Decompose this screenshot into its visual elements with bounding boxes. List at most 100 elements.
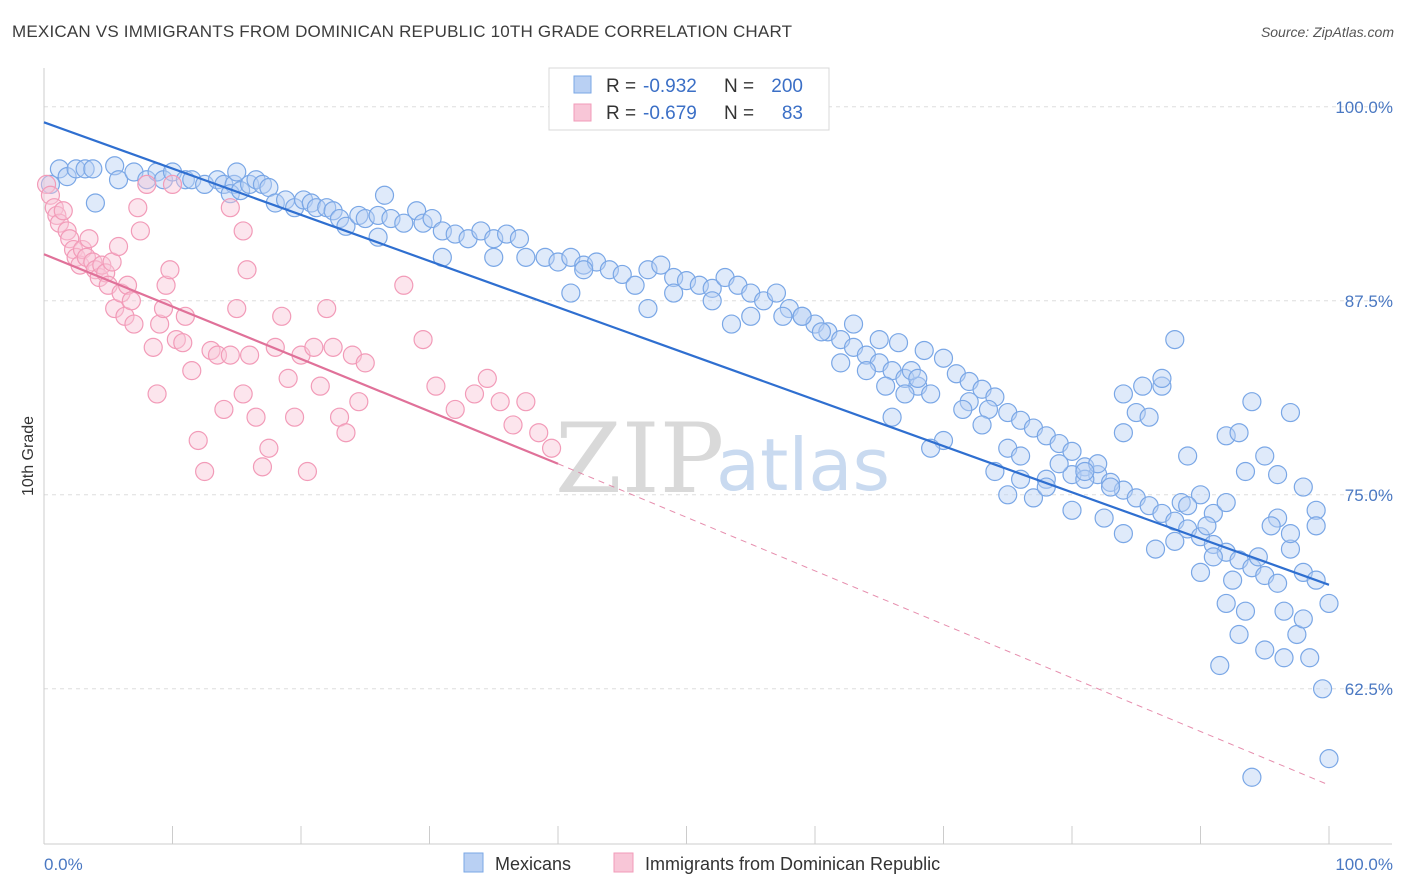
mexicans-point-102	[914, 340, 934, 361]
dominican-point-42	[188, 430, 208, 451]
mexicans-point-146	[1190, 485, 1211, 505]
dominican-point-4	[49, 213, 70, 233]
mexicans-point-170	[1216, 593, 1236, 614]
mexicans-point-181	[998, 485, 1018, 505]
mexicans-point-61	[484, 247, 504, 267]
y-tick-label-1: 87.5%	[1345, 292, 1393, 311]
dominican-point-80	[220, 198, 240, 218]
mexicans-point-144	[1165, 330, 1185, 350]
series-mexicans-points	[40, 156, 1339, 787]
legend-n-value-0: 200	[771, 76, 803, 97]
mexicans-point-195	[1216, 492, 1236, 513]
mexicans-point-143	[1152, 376, 1172, 396]
dominican-point-0	[36, 174, 57, 194]
mexicans-point-169	[1319, 749, 1339, 769]
stats-legend: R = -0.932 N = 200 R = -0.679 N = 83	[548, 67, 830, 131]
dominican-point-43	[195, 461, 215, 482]
mexicans-point-140	[1113, 423, 1134, 443]
mexicans-point-134	[1023, 488, 1044, 508]
mexicans-point-163	[1235, 601, 1256, 621]
x-tick-label-max: 100.0%	[1335, 855, 1393, 874]
mexicans-point-4	[75, 159, 95, 179]
mexicans-point-10	[137, 170, 157, 190]
mexicans-point-150	[1242, 392, 1262, 412]
mexicans-point-167	[1300, 648, 1320, 668]
mexicans-point-40	[374, 185, 395, 205]
mexicans-point-47	[445, 224, 465, 244]
mexicans-trend-line	[43, 121, 1330, 586]
mexicans-point-70	[676, 271, 697, 291]
legend-swatch-dominican	[573, 103, 592, 122]
dominican-point-55	[272, 306, 292, 326]
mexicans-point-113	[1062, 441, 1082, 461]
series-legend: Mexicans Immigrants from Dominican Repub…	[463, 852, 940, 874]
mexicans-point-67	[638, 260, 658, 280]
mexicans-point-182	[1010, 446, 1031, 466]
dominican-point-33	[150, 314, 170, 334]
mexicans-point-141	[1126, 402, 1146, 423]
mexicans-point-153	[1280, 402, 1301, 423]
dominican-point-52	[252, 457, 273, 477]
mexicans-point-45	[422, 208, 442, 229]
dominican-point-48	[227, 298, 247, 319]
dominican-point-67	[349, 392, 369, 412]
y-tick-label-0: 100.0%	[1335, 98, 1393, 117]
mexicans-point-98	[843, 314, 864, 334]
dominican-point-49	[233, 384, 253, 404]
dominican-point-76	[503, 415, 523, 435]
mexicans-point-178	[1261, 516, 1281, 536]
mexicans-point-66	[625, 275, 645, 295]
dominican-point-71	[426, 376, 446, 396]
mexicans-point-36	[336, 216, 356, 236]
mexicans-point-94	[741, 306, 761, 326]
mexicans-point-90	[664, 283, 684, 303]
mexicans-point-193	[1306, 516, 1326, 536]
dominican-point-50	[240, 345, 260, 365]
mexicans-point-161	[1203, 547, 1223, 567]
dominican-point-6	[57, 221, 77, 241]
bottom-legend-swatch-dominican	[613, 852, 634, 873]
mexicans-point-156	[1113, 384, 1134, 404]
mexicans-point-149	[1229, 423, 1249, 443]
mexicans-point-139	[1100, 477, 1121, 497]
chart-title: MEXICAN VS IMMIGRANTS FROM DOMINICAN REP…	[12, 22, 793, 41]
mexicans-point-62	[516, 247, 536, 267]
mexicans-point-99	[869, 330, 889, 350]
mexicans-point-206	[856, 361, 877, 381]
mexicans-point-130	[959, 392, 979, 412]
mexicans-point-101	[901, 361, 921, 381]
mexicans-point-173	[1267, 508, 1288, 528]
mexicans-point-154	[1293, 477, 1313, 497]
dominican-point-72	[445, 399, 465, 420]
mexicans-point-191	[1210, 655, 1230, 676]
mexicans-point-52	[509, 229, 530, 249]
mexicans-point-190	[1274, 601, 1294, 621]
mexicans-point-43	[407, 201, 427, 221]
mexicans-point-179	[1280, 523, 1301, 544]
mexicans-point-100	[888, 333, 909, 353]
mexicans-point-207	[876, 376, 896, 396]
mexicans-point-97	[811, 322, 832, 342]
mexicans-point-142	[1139, 407, 1159, 427]
mexicans-point-197	[1197, 516, 1217, 536]
stats-legend-box	[548, 67, 830, 131]
mexicans-point-147	[1203, 503, 1223, 524]
mexicans-point-59	[599, 260, 620, 280]
dominican-point-62	[317, 298, 337, 319]
mexicans-point-107	[985, 387, 1005, 407]
mexicans-point-158	[1152, 368, 1172, 388]
dominican-point-73	[464, 384, 485, 404]
mexicans-point-129	[1267, 573, 1288, 593]
mexicans-point-200	[882, 407, 902, 427]
dominican-point-31	[143, 337, 163, 357]
dominican-point-75	[490, 392, 510, 412]
dominican-point-39	[173, 333, 193, 353]
dominican-point-41	[182, 361, 202, 381]
mexicans-point-103	[933, 348, 954, 368]
dominican-point-13	[79, 229, 99, 249]
dominican-point-68	[355, 353, 375, 373]
dominican-point-22	[108, 236, 129, 257]
dominican-point-36	[160, 260, 180, 280]
dominican-point-29	[130, 221, 150, 241]
dominican-point-70	[413, 330, 433, 350]
